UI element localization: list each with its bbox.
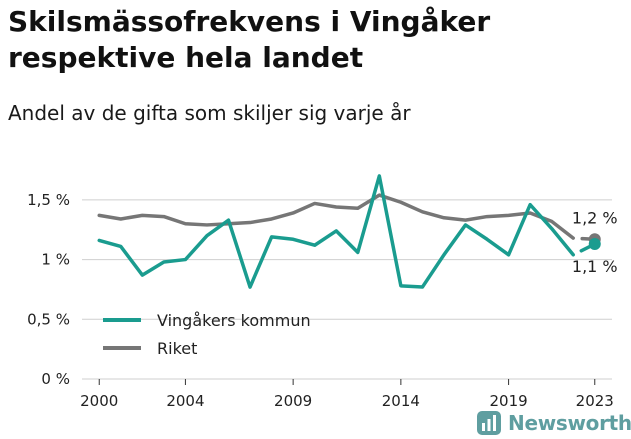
series-line-0 [97, 174, 575, 289]
newsworthy-chart-icon [477, 411, 501, 435]
y-tick-label: 1 % [41, 251, 70, 269]
x-tick-label: 2019 [489, 392, 527, 410]
series-lines [97, 174, 601, 289]
legend-label-1: Riket [157, 339, 197, 358]
legend-label-0: Vingåkers kommun [157, 311, 311, 330]
line-chart: 0 % 0,5 % 1 % 1,5 % 2000 2004 2009 2014 2019 202… [27, 174, 618, 410]
x-tick-label: 2023 [576, 392, 614, 410]
chart-subtitle: Andel av de gifta som skiljer sig varje … [8, 101, 411, 125]
brand-name: Newsworthy [508, 411, 631, 435]
x-tick-label: 2004 [166, 392, 204, 410]
chart-title: Skilsmässofrekvens i Vingåker respektive… [8, 5, 491, 74]
series-end-point-0 [588, 238, 601, 251]
end-labels: 1,2 % 1,1 % [572, 208, 618, 276]
y-axis-tick-labels: 0 % 0,5 % 1 % 1,5 % [27, 191, 70, 388]
x-tick-label: 2000 [80, 392, 118, 410]
x-tick-label: 2009 [274, 392, 312, 410]
legend: Vingåkers kommun Riket [103, 311, 311, 358]
series-line-1 [97, 193, 575, 240]
end-label-1: 1,2 % [572, 208, 618, 227]
x-tick-label: 2014 [382, 392, 420, 410]
y-tick-label: 0,5 % [27, 310, 70, 328]
brand-logo: Newsworthy [476, 409, 631, 437]
y-tick-label: 0 % [41, 370, 70, 388]
x-axis-tick-labels: 2000 2004 2009 2014 2019 2023 [80, 379, 614, 410]
y-tick-label: 1,5 % [27, 191, 70, 209]
end-label-0: 1,1 % [572, 257, 618, 276]
